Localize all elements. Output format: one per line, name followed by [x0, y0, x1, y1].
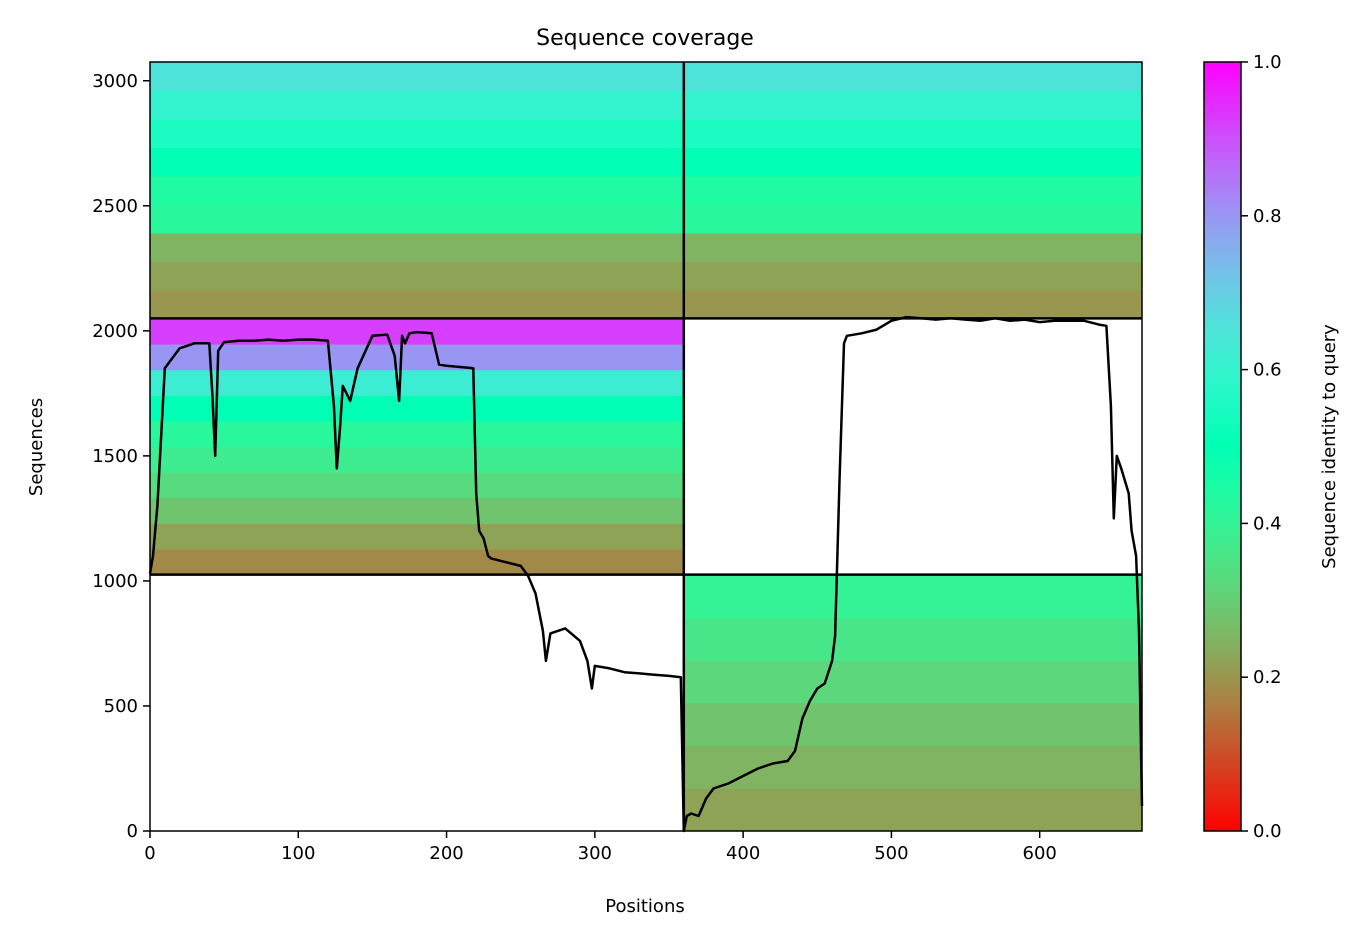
coverage-block	[683, 62, 1142, 319]
identity-band	[683, 90, 1142, 120]
y-tick-label: 1500	[92, 446, 138, 467]
coverage-block	[683, 574, 1142, 831]
y-axis-ticks: 0 500 1000 1500 2000 2500 3000	[92, 71, 150, 842]
identity-band	[683, 204, 1142, 234]
identity-band	[150, 343, 684, 371]
y-tick-label: 3000	[92, 71, 138, 92]
colorbar	[1203, 61, 1242, 832]
y-tick-label: 2000	[92, 321, 138, 342]
x-axis-ticks: 0 100 200 300 400 500 600	[144, 831, 1057, 864]
domain-dividers	[150, 62, 1142, 831]
x-tick-label: 100	[281, 843, 315, 864]
identity-band	[150, 261, 684, 291]
identity-band	[150, 420, 684, 448]
colorbar-ticks: 0.0 0.2 0.4 0.6 0.8 1.0	[1241, 52, 1282, 842]
identity-band	[683, 788, 1142, 831]
identity-band	[150, 395, 684, 422]
identity-band	[683, 232, 1142, 262]
identity-band	[683, 617, 1142, 661]
colorbar-tick-label: 0.8	[1253, 206, 1282, 227]
colorbar-tick-label: 0.4	[1253, 513, 1282, 534]
identity-band	[683, 702, 1142, 747]
identity-band	[150, 497, 684, 524]
identity-band	[150, 549, 684, 576]
identity-band	[150, 289, 684, 319]
identity-band	[150, 62, 684, 92]
x-tick-label: 200	[429, 843, 463, 864]
x-axis-label: Positions	[605, 896, 684, 917]
y-tick-label: 1000	[92, 571, 138, 592]
x-tick-label: 600	[1023, 843, 1057, 864]
plot-frame	[149, 61, 1143, 832]
coverage-block	[150, 318, 684, 576]
identity-band	[683, 289, 1142, 319]
coverage-block	[150, 62, 684, 319]
x-tick-label: 300	[578, 843, 612, 864]
colorbar-tick-label: 1.0	[1253, 52, 1282, 73]
colorbar-label: Sequence identity to query	[1319, 324, 1340, 569]
coverage-blocks	[150, 62, 1142, 831]
y-tick-label: 500	[104, 696, 138, 717]
y-axis-label: Sequences	[26, 398, 47, 496]
identity-band	[150, 232, 684, 262]
coverage-line-layer	[148, 315, 1144, 833]
identity-band	[150, 147, 684, 177]
identity-band	[150, 369, 684, 396]
chart-title: Sequence coverage	[536, 26, 754, 51]
coverage-line	[148, 315, 1144, 833]
x-tick-label: 500	[874, 843, 908, 864]
identity-band	[150, 523, 684, 550]
identity-band	[150, 472, 684, 499]
y-tick-label: 0	[127, 821, 138, 842]
y-tick-label: 2500	[92, 196, 138, 217]
colorbar-tick-label: 0.2	[1253, 667, 1282, 688]
colorbar-tick-label: 0.6	[1253, 360, 1282, 381]
identity-band	[150, 118, 684, 149]
identity-band	[150, 446, 684, 473]
identity-band	[150, 90, 684, 120]
identity-band	[150, 204, 684, 234]
identity-band	[150, 175, 684, 206]
identity-band	[683, 660, 1142, 704]
identity-band	[683, 745, 1142, 789]
identity-band	[683, 147, 1142, 177]
x-tick-label: 0	[144, 843, 155, 864]
identity-band	[683, 118, 1142, 149]
x-tick-label: 400	[726, 843, 760, 864]
identity-band	[683, 62, 1142, 92]
identity-band	[683, 175, 1142, 206]
identity-band	[683, 574, 1142, 618]
identity-band	[683, 261, 1142, 291]
colorbar-tick-label: 0.0	[1253, 821, 1282, 842]
